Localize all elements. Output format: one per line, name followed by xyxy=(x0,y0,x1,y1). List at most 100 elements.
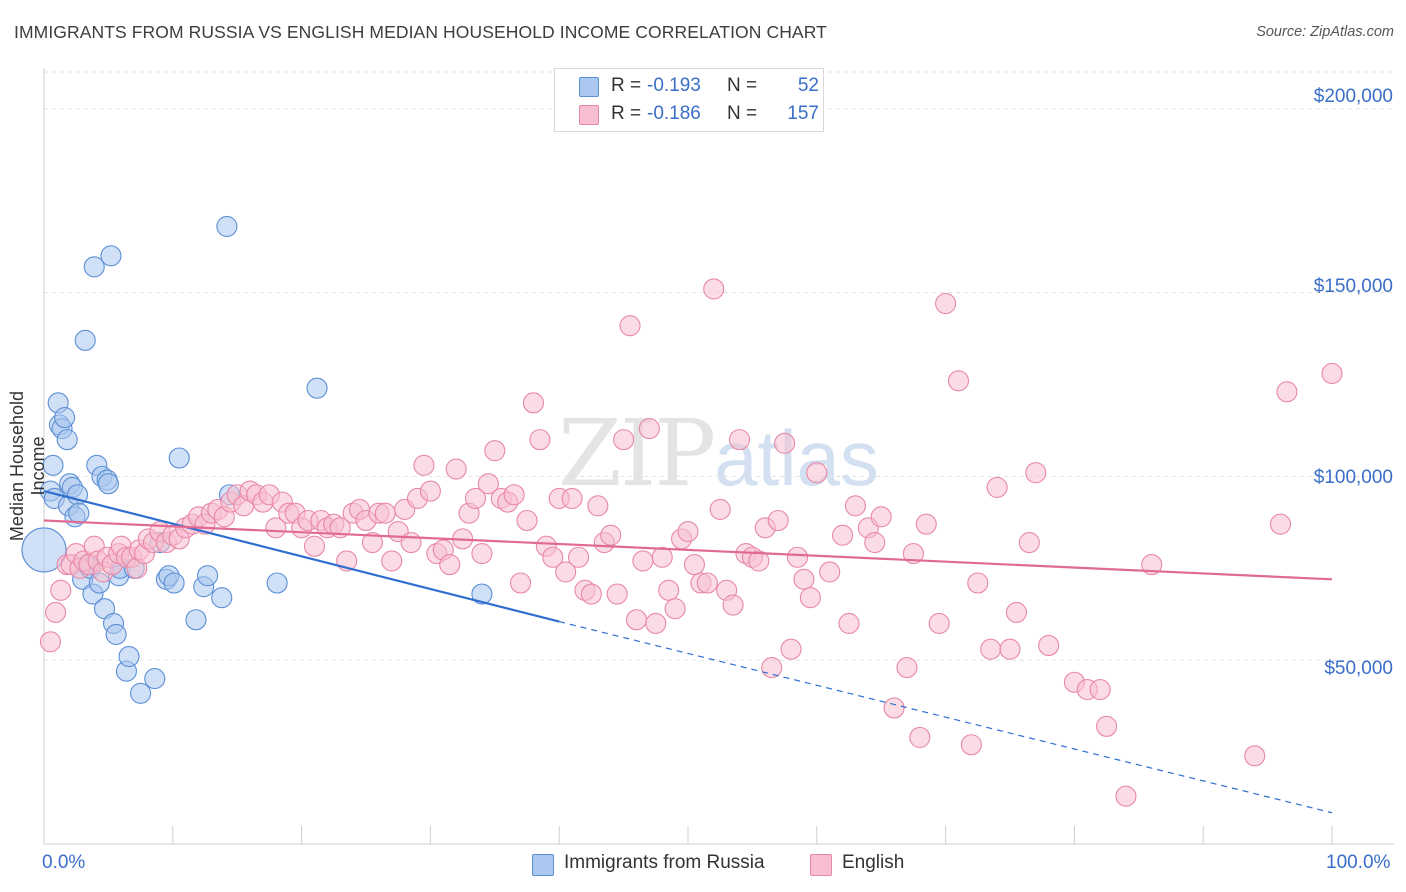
english-point xyxy=(445,458,467,480)
correlation-legend: R = -0.193 N = 52 R = -0.186 N = 157 xyxy=(554,68,824,132)
english-point xyxy=(960,734,982,756)
english-point xyxy=(477,473,499,495)
english-point xyxy=(619,315,641,337)
english-point xyxy=(947,370,970,392)
legend-r-label: R = xyxy=(611,75,642,96)
english-point xyxy=(510,572,532,594)
russia-point xyxy=(83,256,105,278)
english-point xyxy=(980,638,1002,660)
english-point xyxy=(774,432,796,454)
english-point xyxy=(677,520,699,543)
english-point xyxy=(664,598,686,620)
english-point xyxy=(400,532,422,554)
english-point xyxy=(896,656,918,679)
english-point xyxy=(374,502,396,524)
english-point xyxy=(658,579,680,601)
series-swatch-english xyxy=(810,854,832,876)
english-point xyxy=(806,462,828,484)
english-point xyxy=(529,429,551,451)
zipatlas-watermark: ZIPatlas xyxy=(558,400,879,507)
russia-trend-extension xyxy=(559,621,1333,814)
english-point xyxy=(606,583,628,605)
english-point xyxy=(580,583,602,605)
english-point xyxy=(50,579,72,601)
series-label-english: English xyxy=(842,852,905,873)
english-point xyxy=(542,546,564,568)
english-point xyxy=(870,506,892,528)
english-point xyxy=(1244,745,1266,767)
english-point xyxy=(361,532,383,554)
english-point xyxy=(799,587,821,609)
english-point xyxy=(600,524,622,546)
russia-point xyxy=(56,429,78,451)
legend-n-label: N = xyxy=(727,103,758,124)
english-point xyxy=(1115,785,1137,807)
watermark-atlas: atlas xyxy=(714,414,879,502)
english-point xyxy=(935,293,957,315)
english-point xyxy=(419,480,441,502)
series-swatch-russia xyxy=(532,854,554,876)
english-point xyxy=(844,495,866,517)
english-point xyxy=(625,609,648,631)
watermark-zip: ZIP xyxy=(558,400,716,507)
english-point xyxy=(986,476,1008,498)
russia-point xyxy=(197,565,219,587)
english-point xyxy=(703,278,725,300)
english-point xyxy=(1025,462,1047,484)
russia-point xyxy=(306,377,328,399)
english-point xyxy=(1096,715,1118,737)
english-point xyxy=(838,612,860,634)
english-point xyxy=(883,697,905,719)
legend-row-russia: R = -0.193 N = 52 xyxy=(555,71,823,101)
russia-point xyxy=(68,502,90,524)
english-point xyxy=(1089,679,1111,701)
english-trend-line xyxy=(43,519,1333,581)
english-point xyxy=(909,726,931,748)
english-point xyxy=(1276,381,1298,403)
legend-n-value: 52 xyxy=(797,75,819,96)
legend-r-value: -0.193 xyxy=(647,75,701,96)
english-point xyxy=(516,509,538,532)
english-point xyxy=(471,543,493,565)
english-point xyxy=(587,495,609,517)
y-tick-label-150000: $150,000 xyxy=(1313,276,1393,297)
english-point xyxy=(45,601,67,623)
english-point xyxy=(915,513,937,535)
russia-point xyxy=(216,215,238,237)
y-axis-title: Median Household Income xyxy=(7,390,48,542)
russia-point xyxy=(144,668,166,690)
english-point xyxy=(484,440,506,462)
english-point xyxy=(613,429,635,451)
english-point xyxy=(819,561,841,583)
english-point xyxy=(786,546,809,568)
english-point xyxy=(999,638,1021,660)
russia-point xyxy=(471,583,493,605)
russia-point xyxy=(100,245,122,267)
english-point xyxy=(793,568,815,590)
y-tick-label-200000: $200,000 xyxy=(1313,86,1393,107)
english-point xyxy=(39,631,61,653)
english-point xyxy=(651,546,673,568)
english-point xyxy=(1141,554,1163,576)
english-point xyxy=(1038,634,1060,657)
english-point xyxy=(928,612,950,634)
english-point xyxy=(683,554,705,576)
english-point xyxy=(696,572,718,594)
english-point xyxy=(902,543,924,565)
english-point xyxy=(303,535,326,557)
legend-swatch-russia xyxy=(579,77,599,97)
english-point xyxy=(864,532,886,554)
english-point xyxy=(265,517,287,539)
english-point xyxy=(464,487,487,509)
legend-r-label: R = xyxy=(611,103,642,124)
russia-point xyxy=(168,447,190,469)
russia-point xyxy=(130,682,152,704)
english-point xyxy=(632,550,654,572)
russia-point xyxy=(163,572,185,594)
english-point xyxy=(567,546,590,568)
russia-point xyxy=(185,609,207,631)
y-tick-label-50000: $50,000 xyxy=(1324,658,1393,679)
english-point xyxy=(761,656,783,679)
english-point xyxy=(1269,513,1292,535)
english-point xyxy=(709,498,731,521)
